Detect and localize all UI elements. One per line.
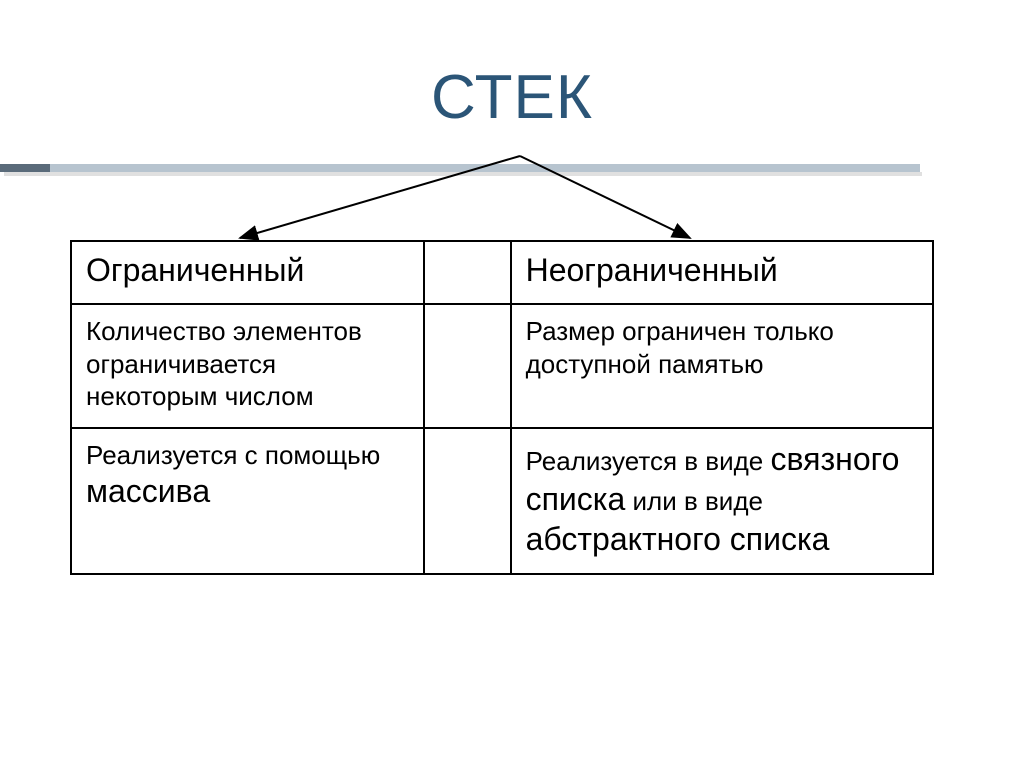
table-row: Ограниченный Неограниченный [71,241,933,304]
page-title: СТЕК [0,62,1024,133]
branch-arrows [0,148,1024,248]
cell-unlimited-desc: Размер ограничен только доступной память… [511,304,933,428]
header-spacer [424,241,510,304]
title-divider [0,164,920,172]
text-emphasis: массива [86,473,210,509]
cell-limited-impl: Реализуется с помощью массива [71,428,424,574]
table-row: Реализуется с помощью массива Реализуетс… [71,428,933,574]
title-divider-shadow [4,172,922,176]
table-row: Количество элементов ограничивается неко… [71,304,933,428]
text-fragment: Реализуется в виде [526,446,771,476]
cell-spacer [424,304,510,428]
text-emphasis: абстрактного списка [526,521,830,557]
header-unlimited: Неограниченный [511,241,933,304]
text-fragment: Реализуется с помощью [86,440,380,470]
cell-limited-desc: Количество элементов ограничивается неко… [71,304,424,428]
cell-unlimited-impl: Реализуется в виде связного списка или в… [511,428,933,574]
text-fragment: или в виде [625,486,763,516]
comparison-table: Ограниченный Неограниченный Количество э… [70,240,934,575]
cell-spacer [424,428,510,574]
header-limited: Ограниченный [71,241,424,304]
